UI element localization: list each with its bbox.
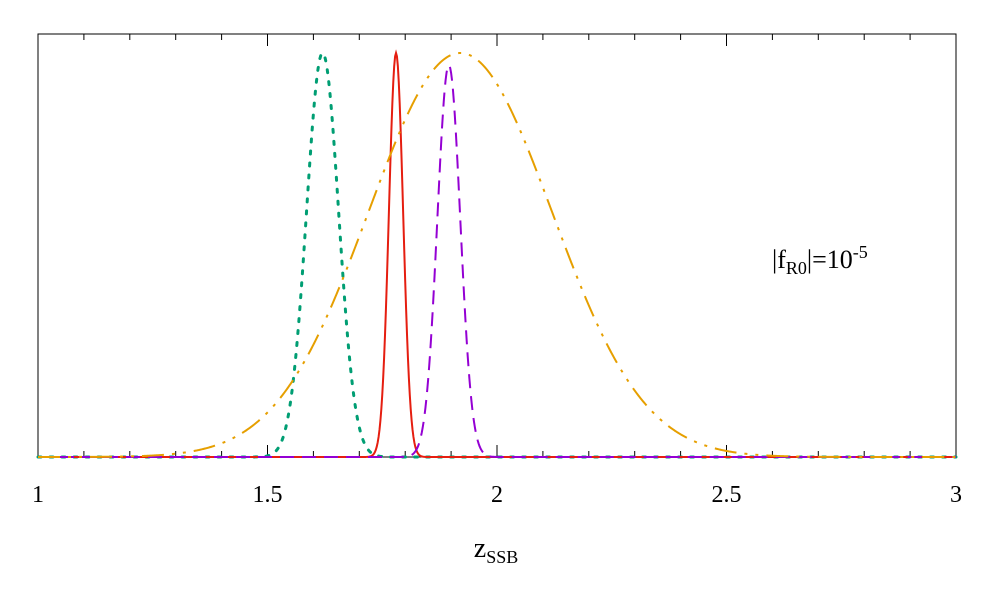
x-tick-label: 1.5	[253, 482, 283, 508]
tick-marks	[37, 34, 957, 457]
x-tick-label: 3	[950, 482, 962, 508]
x-axis-title: zSSB	[474, 533, 518, 567]
x-tick-label: 1	[32, 482, 44, 508]
series-layer	[36, 49, 958, 459]
x-tick-labels: 1 1.5 2 2.5 3	[32, 482, 962, 508]
x-tick-label: 2.5	[712, 482, 742, 508]
series-line-3-dashed	[38, 64, 956, 458]
x-tick-label: 2	[491, 482, 503, 508]
annotation-label: |fR0|=10-5	[772, 242, 868, 278]
series-line-4-dash-dot-dot	[38, 51, 956, 458]
